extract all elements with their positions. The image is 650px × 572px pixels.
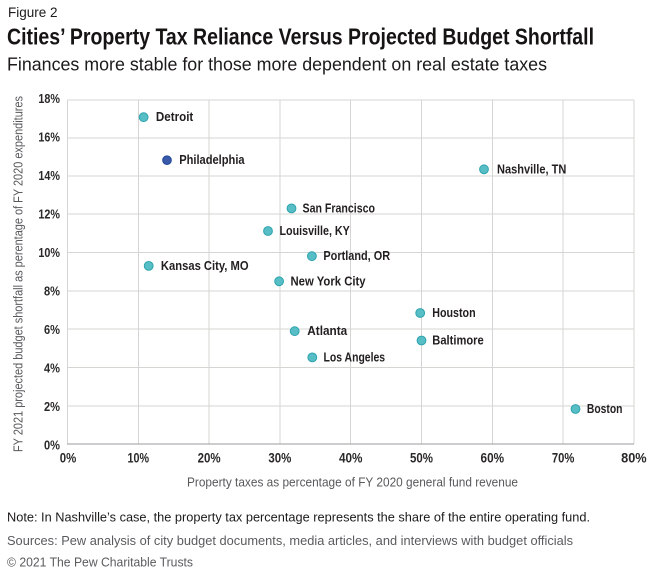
svg-text:60%: 60% xyxy=(481,450,505,466)
svg-text:8%: 8% xyxy=(44,284,60,299)
svg-text:Detroit: Detroit xyxy=(156,110,194,124)
svg-text:Figure 2: Figure 2 xyxy=(8,5,58,20)
svg-text:Los Angeles: Los Angeles xyxy=(324,350,386,364)
svg-text:Baltimore: Baltimore xyxy=(432,334,483,348)
svg-text:0%: 0% xyxy=(44,438,60,453)
svg-text:New York City: New York City xyxy=(291,274,366,288)
svg-text:Sources: Pew analysis of city: Sources: Pew analysis of city budget doc… xyxy=(7,533,573,548)
svg-text:10%: 10% xyxy=(38,245,60,260)
svg-text:Boston: Boston xyxy=(587,402,623,416)
svg-text:14%: 14% xyxy=(38,168,60,183)
svg-text:Portland, OR: Portland, OR xyxy=(323,249,390,263)
svg-text:40%: 40% xyxy=(339,450,363,466)
svg-text:80%: 80% xyxy=(621,450,647,466)
svg-text:16%: 16% xyxy=(38,130,60,145)
svg-text:Property taxes as percentage o: Property taxes as percentage of FY 2020 … xyxy=(187,474,518,489)
svg-text:30%: 30% xyxy=(268,450,291,466)
svg-text:4%: 4% xyxy=(44,361,60,376)
svg-text:70%: 70% xyxy=(552,450,575,466)
svg-text:Finances more stable for those: Finances more stable for those more depe… xyxy=(7,55,547,75)
svg-text:12%: 12% xyxy=(38,207,60,222)
svg-text:50%: 50% xyxy=(410,450,433,466)
svg-text:FY 2021 projected budget short: FY 2021 projected budget shortfall as pe… xyxy=(11,96,26,452)
svg-text:20%: 20% xyxy=(198,450,221,466)
svg-text:2%: 2% xyxy=(44,399,60,414)
svg-text:Note: In Nashville’s case, the: Note: In Nashville’s case, the property … xyxy=(7,510,590,525)
svg-text:10%: 10% xyxy=(128,450,150,466)
svg-text:Philadelphia: Philadelphia xyxy=(179,153,245,167)
svg-text:Cities’ Property Tax Reliance: Cities’ Property Tax Reliance Versus Pro… xyxy=(7,24,594,50)
svg-text:Nashville, TN: Nashville, TN xyxy=(497,162,566,176)
svg-text:Louisville, KY: Louisville, KY xyxy=(280,224,351,238)
svg-text:Kansas City, MO: Kansas City, MO xyxy=(161,259,249,273)
svg-text:18%: 18% xyxy=(38,91,60,106)
svg-text:Atlanta: Atlanta xyxy=(307,324,348,338)
svg-text:6%: 6% xyxy=(44,322,60,337)
svg-text:San Francisco: San Francisco xyxy=(303,201,376,215)
svg-text:© 2021 The Pew Charitable Trus: © 2021 The Pew Charitable Trusts xyxy=(7,555,193,570)
svg-text:0%: 0% xyxy=(60,450,77,466)
svg-text:Houston: Houston xyxy=(432,306,475,320)
